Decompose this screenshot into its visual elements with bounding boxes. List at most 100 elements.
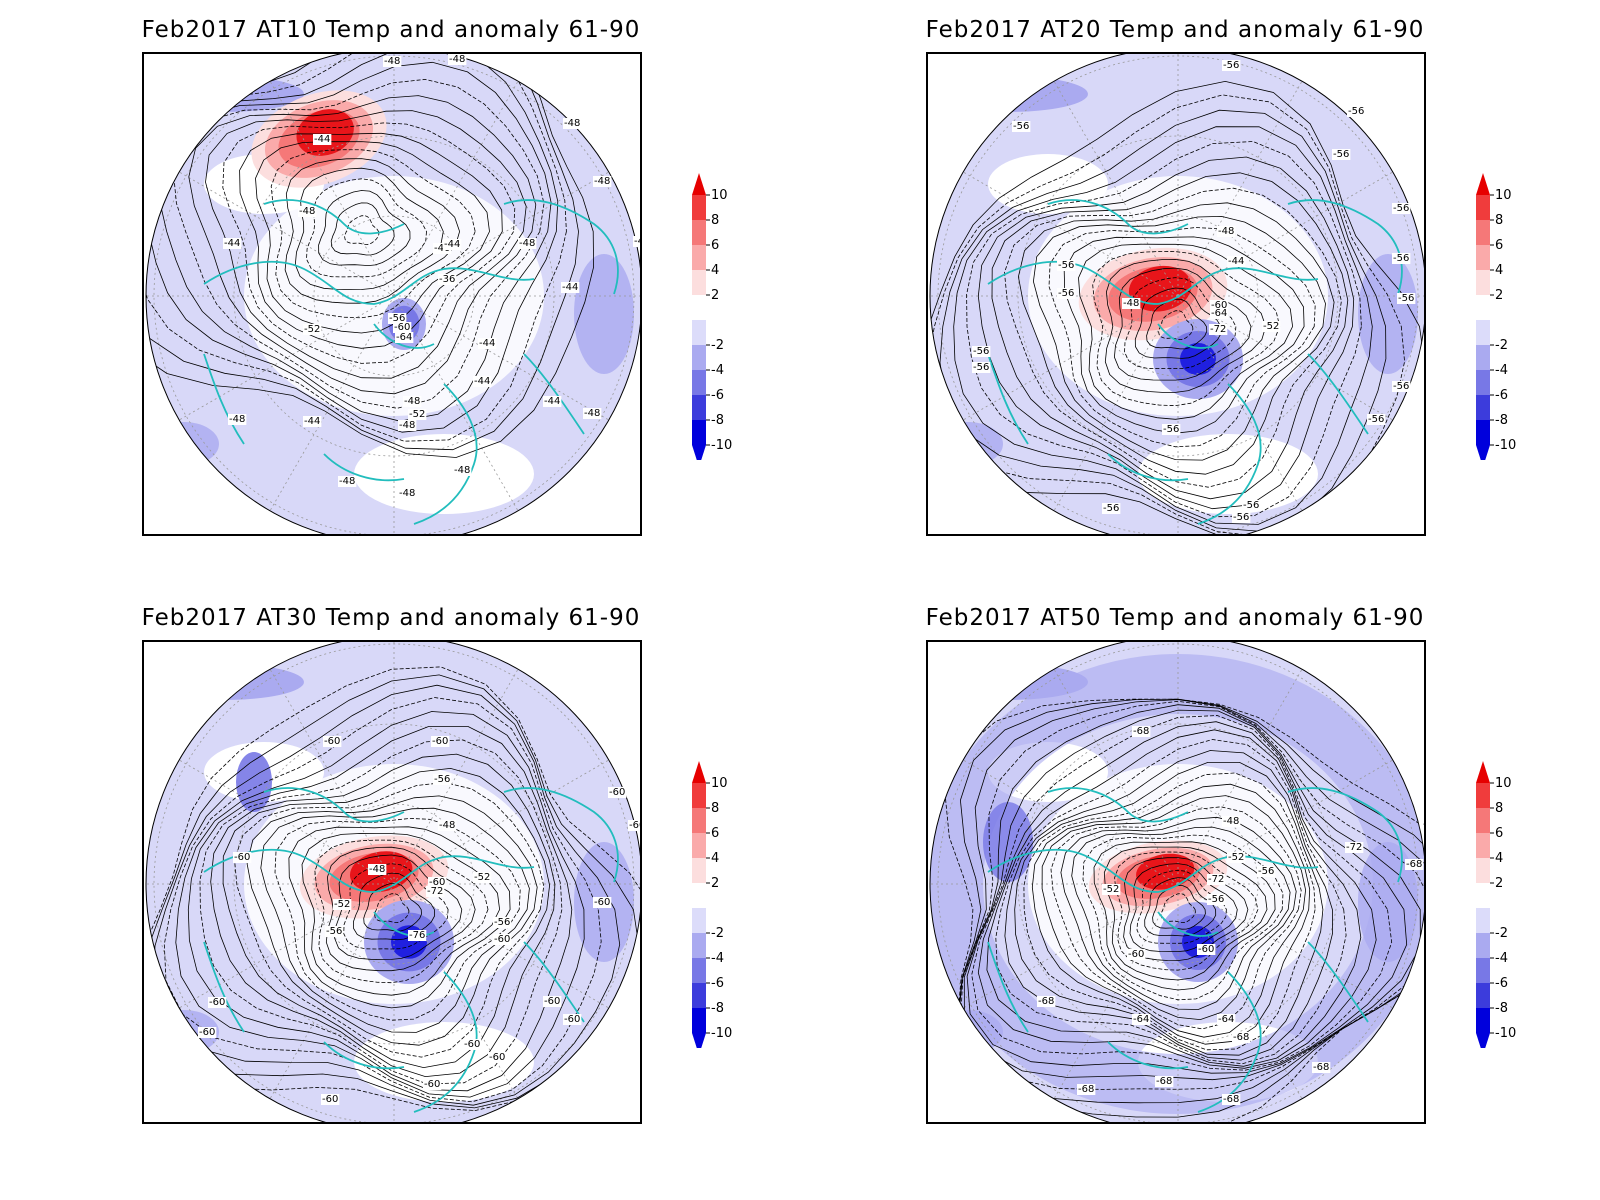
longitude-line	[393, 295, 609, 421]
colorbar-tick-label: -6	[711, 976, 724, 991]
temperature-contour	[995, 739, 1347, 1065]
contour-label: -48	[564, 118, 580, 129]
contour-label: -52	[1228, 852, 1244, 863]
contour-label-bg	[1197, 944, 1216, 955]
longitude-line	[179, 883, 395, 1009]
contour-label: -60	[1211, 300, 1227, 311]
contour-label-bg	[628, 820, 640, 831]
contour-label: -56	[1393, 381, 1409, 392]
coastline	[203, 848, 535, 893]
contour-label-bg	[1122, 298, 1141, 309]
coastline	[1197, 383, 1262, 525]
anomaly-zero-region	[354, 1022, 534, 1102]
contour-label: -44	[314, 134, 330, 145]
map-at30: -60 -60 -56 -60 -60 -48 -60 -48 -60 -52 -52 -72 -56 -…	[145, 642, 640, 1122]
colorbar-tick-label: -4	[711, 951, 724, 966]
temperature-contour	[146, 54, 579, 451]
longitude-line	[963, 171, 1179, 297]
temperature-contour	[260, 807, 530, 1033]
contour-label: -56	[1103, 503, 1119, 514]
coastline	[323, 453, 405, 482]
contour-label-bg	[1222, 1094, 1241, 1105]
colorbar-segment	[692, 245, 706, 270]
coastline	[503, 787, 619, 883]
colorbar-tick-label: 8	[711, 213, 719, 228]
contour-label-bg	[228, 414, 247, 425]
contour-label: -60	[594, 897, 610, 908]
contour-label-bg	[428, 877, 447, 888]
contour-label-bg	[518, 238, 537, 249]
temperature-contour	[1017, 202, 1335, 475]
colorbar-segment	[692, 270, 706, 295]
temperature-contour	[306, 178, 427, 278]
contour-label-bg	[321, 1094, 340, 1105]
temperature-contour	[205, 110, 527, 379]
contour-label: -56	[973, 362, 989, 373]
map-panel-at10: -48-48-48-44-48-48-48-44-40-44-48-36-44-…	[142, 52, 642, 536]
longitude-line	[179, 295, 395, 421]
map-panel-at30: -60 -60 -56 -60 -60 -48 -60 -48 -60 -52 -52 -72 -56 -…	[142, 640, 642, 1124]
anomaly-zero-region	[988, 154, 1108, 214]
contour-label-bg	[563, 118, 582, 129]
contour-label-bg	[563, 1014, 582, 1025]
temperature-contour	[1152, 885, 1206, 930]
colorbar-segment	[1476, 908, 1490, 933]
contour-label: -52	[304, 324, 320, 335]
contour-label-bg	[543, 996, 562, 1007]
panel-title-at10: Feb2017 AT10 Temp and anomaly 61-90	[141, 17, 641, 43]
contour-label: -68	[1156, 1076, 1172, 1087]
coastline	[1047, 787, 1189, 823]
contour-label: -56	[1243, 500, 1259, 511]
contour-label-bg	[633, 236, 640, 247]
contour-label: -60	[322, 1094, 338, 1105]
contour-label-bg	[1217, 226, 1236, 237]
temperature-contour	[1144, 877, 1217, 937]
contour-label: -48	[449, 54, 465, 65]
temperature-contour	[163, 697, 602, 1103]
colorbar-at10: 10 8 6 4 2 -2 -4 -6 -8 -10	[692, 173, 732, 460]
contour-label-bg	[1397, 293, 1416, 304]
colorbar-segment	[1476, 345, 1490, 370]
contour-label: -56	[494, 917, 510, 928]
contour-label: -56	[1058, 260, 1074, 271]
colorbar-segment	[1476, 933, 1490, 958]
temperature-contour	[1050, 806, 1302, 1030]
contour-label-bg	[1132, 726, 1151, 737]
temperature-contour	[1134, 287, 1222, 359]
contour-label-bg	[303, 416, 322, 427]
temperature-contour	[986, 729, 1362, 1067]
map-at20: -56-56-56-56-56-48-44-56-48-56-60-64-52-…	[929, 54, 1424, 534]
contour-label-bg	[198, 1027, 217, 1038]
contour-label: -64	[1211, 308, 1227, 319]
contour-label-bg	[208, 997, 227, 1008]
colorbar-tick-label: 10	[1495, 188, 1512, 203]
contour-label-bg	[1155, 1076, 1174, 1087]
coastline	[1287, 787, 1403, 883]
contour-label-bg	[1232, 1032, 1251, 1043]
colorbar-tick-label: -2	[1495, 338, 1508, 353]
contour-label: -56	[1333, 149, 1349, 160]
colorbar-segment	[692, 420, 706, 445]
contour-label-bg	[1392, 381, 1411, 392]
contour-label-bg	[303, 324, 322, 335]
contour-label-bg	[463, 1039, 482, 1050]
contour-label: -56	[1223, 60, 1239, 71]
contour-label: -68	[1038, 996, 1054, 1007]
contour-label: -52	[474, 872, 490, 883]
temperature-contour	[343, 863, 449, 950]
contour-label-bg	[488, 1052, 507, 1063]
contour-label: -60	[1198, 944, 1214, 955]
contour-label: -68	[1423, 819, 1426, 830]
contour-label-bg	[333, 899, 352, 910]
contour-label: -44	[224, 238, 240, 249]
temperature-contour	[1031, 783, 1311, 1045]
colorbar-tick-label: -8	[711, 1001, 724, 1016]
colorbar-at30: 10 8 6 4 2 -2 -4 -6 -8 -10	[692, 761, 732, 1048]
temperature-contour	[1136, 869, 1227, 944]
contour-label-bg	[1102, 503, 1121, 514]
temperature-contour	[960, 700, 1424, 1090]
contour-label: -56	[973, 346, 989, 357]
contour-label-bg	[1207, 894, 1226, 905]
panel-title-at50: Feb2017 AT50 Temp and anomaly 61-90	[925, 605, 1425, 631]
colorbar-segment	[1476, 220, 1490, 245]
